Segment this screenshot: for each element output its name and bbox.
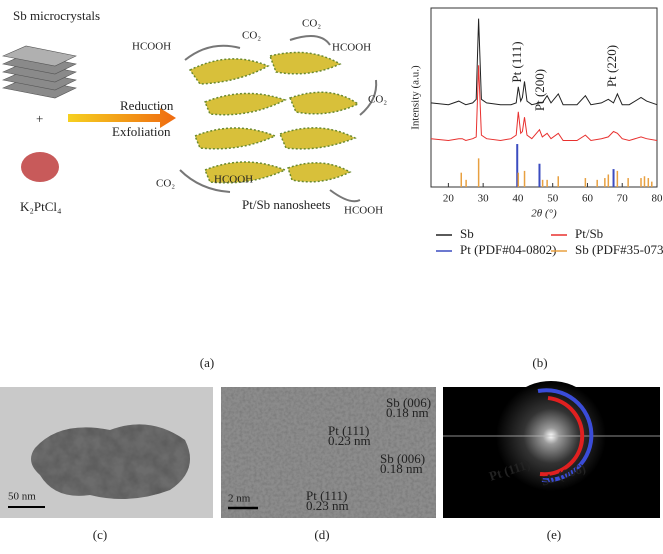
x-tick-label: 80: [652, 193, 663, 205]
scale-label: 2 nm: [228, 493, 251, 505]
y-axis-label: Intensity (a.u.): [410, 65, 422, 130]
peak-annotation: Pt (220): [604, 45, 619, 87]
x-tick-label: 60: [582, 193, 594, 205]
hcooh-label: HCOOH: [214, 174, 253, 186]
co2-label: CO₂: [156, 178, 175, 190]
x-tick-label: 30: [478, 193, 490, 205]
scale-label: 50 nm: [8, 491, 36, 503]
fft-image: [443, 381, 660, 518]
xrd-curve: [430, 18, 658, 106]
panel-label: (a): [200, 355, 214, 370]
hcooh-label: HCOOH: [332, 42, 371, 54]
legend-label: Pt (PDF#04-0802): [460, 242, 556, 257]
fringe-plane: Pt (111): [306, 488, 347, 503]
step-label: Reduction: [120, 98, 174, 113]
co2-label: CO₂: [368, 94, 387, 106]
fringe-spacing: 0.23 nm: [328, 433, 371, 448]
fringe-spacing: 0.18 nm: [386, 405, 429, 420]
co2-label: CO₂: [302, 18, 321, 30]
x-tick-label: 20: [443, 193, 455, 205]
hcooh-label: HCOOH: [132, 41, 171, 53]
fringe-plane: Pt (111): [328, 423, 369, 438]
source-label: Sb microcrystals: [13, 8, 100, 23]
peak-annotation: Pt (111): [509, 41, 524, 82]
hcooh-label: HCOOH: [344, 205, 383, 217]
product-label: Pt/Sb nanosheets: [242, 197, 330, 212]
co2-label: CO₂: [242, 30, 261, 42]
peak-annotation: Pt (200): [532, 69, 547, 111]
x-tick-label: 70: [617, 193, 629, 205]
plus: +: [36, 111, 43, 126]
fringe-spacing: 0.23 nm: [306, 498, 349, 513]
reagent-label: K₂PtCl₄: [20, 199, 62, 214]
hrtem-image: [221, 387, 436, 518]
plot-frame: [430, 7, 658, 188]
fringe-plane: Sb (006): [386, 395, 431, 410]
legend-label: Pt/Sb: [575, 226, 603, 241]
step-label: Exfoliation: [112, 124, 171, 139]
panel-label: (c): [93, 527, 107, 542]
x-tick-label: 40: [512, 193, 524, 205]
legend-label: Sb (PDF#35-0732): [575, 242, 663, 257]
panel-label: (b): [532, 355, 547, 370]
x-tick-label: 50: [547, 193, 559, 205]
tem-image: [0, 387, 213, 518]
x-axis-label: 2θ (°): [531, 208, 557, 220]
xrd-curve: [430, 65, 658, 142]
panel-label: (d): [314, 527, 329, 542]
panel-a-art: [1, 35, 378, 203]
legend-label: Sb: [460, 226, 474, 241]
fringe-spacing: 0.18 nm: [380, 461, 423, 476]
panel-label: (e): [547, 527, 561, 542]
fringe-plane: Sb (006): [380, 451, 425, 466]
xrd-chart: [430, 7, 658, 188]
